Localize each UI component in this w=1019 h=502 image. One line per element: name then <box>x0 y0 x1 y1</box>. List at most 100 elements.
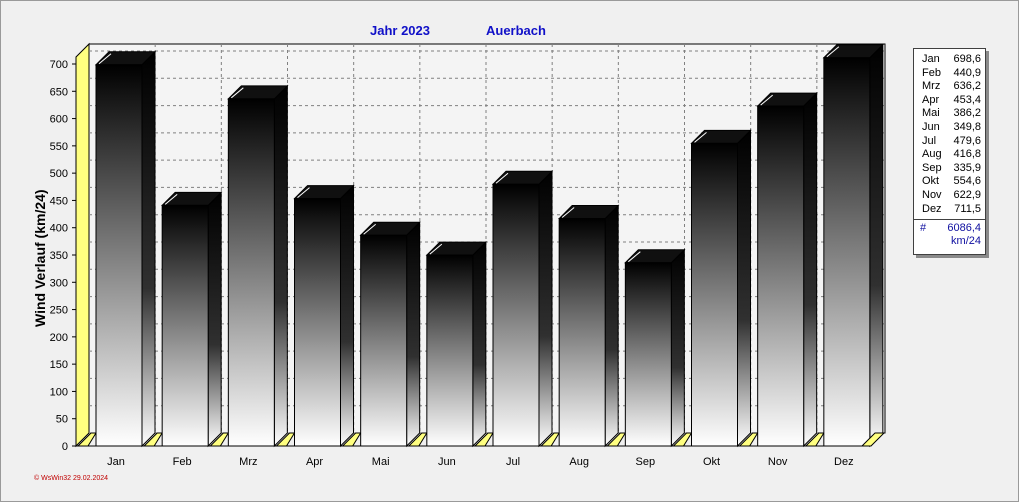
legend-item: Dez 711,5 <box>914 203 985 217</box>
legend-item: Jul 479,6 <box>914 135 985 149</box>
bar-side <box>472 240 487 448</box>
x-tick-label: Sep <box>636 456 656 468</box>
chart-title: Jahr 2023 <box>370 23 430 38</box>
bar-mai <box>360 234 408 447</box>
y-tick-label: 550 <box>50 141 68 153</box>
bar-aug <box>558 218 606 447</box>
bar-jun <box>426 254 474 447</box>
legend-divider <box>914 219 985 221</box>
bar-top-highlight <box>694 131 707 143</box>
y-tick-label: 100 <box>50 386 68 398</box>
bar-okt <box>691 142 738 447</box>
legend-item-label: Apr <box>922 93 940 106</box>
bars <box>76 43 886 448</box>
bar-side <box>604 204 619 448</box>
legend-total-row: # 6086,4 <box>914 222 985 235</box>
bar-top-highlight <box>561 207 575 218</box>
x-tick-label: Feb <box>173 456 192 468</box>
bar-top-highlight <box>98 53 112 65</box>
chart-subtitle: Auerbach <box>486 23 546 38</box>
bar-side <box>670 248 685 448</box>
legend-item-value: 386,2 <box>953 107 981 120</box>
legend-item-label: Jul <box>922 134 937 147</box>
y-tick-label: 250 <box>50 305 68 317</box>
bar-top-highlight <box>628 251 641 263</box>
legend-item-value: 554,6 <box>953 175 981 188</box>
bar-jul <box>492 183 540 447</box>
legend-item-value: 416,8 <box>953 148 981 161</box>
x-tick-label: Dez <box>834 456 854 468</box>
bar-top-highlight <box>760 94 773 106</box>
x-tick-label: Jul <box>506 456 520 468</box>
legend-item-label: Okt <box>922 175 940 188</box>
y-axis-label: Wind Verlauf (km/24) <box>32 189 48 327</box>
y-tick-label: 400 <box>50 223 68 235</box>
y-tick-label: 200 <box>50 332 68 344</box>
y-tick-label: 700 <box>50 59 68 71</box>
y-tick-label: 300 <box>50 277 68 289</box>
legend-item: Nov 622,9 <box>914 189 985 203</box>
legend-item: Mrz 636,2 <box>914 80 985 94</box>
bar-top-highlight <box>363 223 376 235</box>
x-tick-label: Mai <box>372 456 390 468</box>
bar-top-highlight <box>164 194 178 205</box>
bar-top-highlight <box>297 187 310 198</box>
legend-item-value: 335,9 <box>953 161 981 174</box>
bar-apr <box>294 198 341 447</box>
bar-side <box>869 43 884 448</box>
x-tick-label: Nov <box>768 456 788 468</box>
bar-top-highlight <box>231 87 244 99</box>
legend-total-symbol: # <box>920 222 927 235</box>
legend-total-unit: km/24 <box>951 235 981 248</box>
floor-tile <box>860 432 886 447</box>
bar-top-highlight <box>429 243 443 255</box>
bar-side <box>141 50 156 448</box>
x-tick-label: Okt <box>703 456 720 468</box>
legend-item: Okt 554,6 <box>914 175 985 189</box>
legend-item-label: Mai <box>922 107 940 120</box>
legend-item-value: 622,9 <box>953 188 981 201</box>
legend-item-value: 479,6 <box>953 134 981 147</box>
legend-item-label: Jun <box>922 120 940 133</box>
legend-item-label: Jan <box>922 53 940 65</box>
legend-item-value: 349,8 <box>953 120 981 133</box>
y-tick-label: 350 <box>50 250 68 262</box>
legend-item-label: Mrz <box>922 80 941 93</box>
bar-side <box>538 170 553 448</box>
x-tick-label: Aug <box>569 456 589 468</box>
x-axis-labels: Jan Feb Mrz Apr Mai Jun Jul Aug Sep Okt Nov Dez <box>107 456 853 468</box>
legend-item-label: Nov <box>922 188 942 201</box>
legend-item: Sep 335,9 <box>914 162 985 176</box>
legend-item-value: 711,5 <box>954 202 981 215</box>
legend-item-value: 453,4 <box>953 93 981 106</box>
x-tick-label: Apr <box>306 456 323 468</box>
bar-side <box>340 184 354 448</box>
bar-side <box>803 91 818 448</box>
legend-item: Jan 698,6 <box>914 53 985 67</box>
legend-item-label: Aug <box>922 148 942 161</box>
legend-item-label: Feb <box>922 66 941 79</box>
x-tick-label: Jan <box>107 456 125 468</box>
bar-side <box>737 129 751 448</box>
y-tick-label: 600 <box>50 114 68 126</box>
y-tick-label: 0 <box>62 441 68 453</box>
legend: Jan 698,6 Feb 440,9 Mrz 636,2 Apr 453,4 Mai 386,2… <box>913 48 986 255</box>
bar-sep <box>624 262 672 447</box>
x-tick-label: Jun <box>438 456 456 468</box>
y-tick-label: 450 <box>50 195 68 207</box>
plot-side-wall <box>75 42 90 448</box>
bar-nov <box>757 105 805 447</box>
y-tick-label: 50 <box>56 414 68 426</box>
legend-item-value: 698,6 <box>953 53 981 65</box>
legend-item: Apr 453,4 <box>914 94 985 108</box>
footer-credit: © WsWin32 29.02.2024 <box>34 474 108 482</box>
x-tick-label: Mrz <box>239 456 257 468</box>
legend-total-value: 6086,4 <box>947 222 981 235</box>
bar-top-highlight <box>495 172 509 184</box>
legend-item: Mai 386,2 <box>914 107 985 121</box>
y-tick-label: 500 <box>50 168 68 180</box>
bar-feb <box>161 204 209 447</box>
y-tick-label: 650 <box>50 86 68 98</box>
bar-side <box>207 191 222 448</box>
